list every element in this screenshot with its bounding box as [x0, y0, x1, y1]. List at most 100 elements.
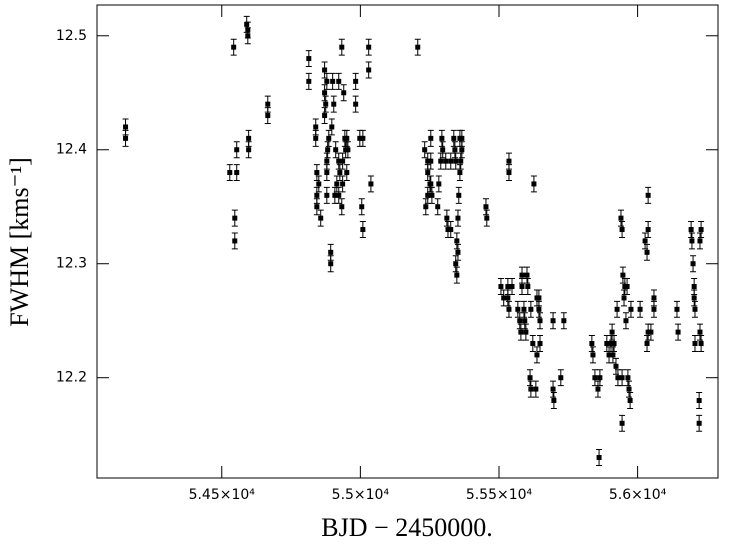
data-point	[674, 306, 680, 312]
data-point	[453, 158, 459, 164]
data-point	[428, 158, 434, 164]
data-point	[322, 90, 328, 96]
data-point	[551, 397, 557, 403]
data-point	[328, 249, 334, 255]
data-point	[696, 420, 702, 426]
data-point	[322, 67, 328, 73]
data-point	[324, 78, 330, 84]
data-point	[592, 375, 598, 381]
data-point	[483, 204, 489, 210]
data-point	[314, 204, 320, 210]
data-point	[498, 284, 504, 290]
data-point	[644, 249, 650, 255]
data-point	[456, 192, 462, 198]
data-point	[625, 375, 631, 381]
data-point	[232, 238, 238, 244]
data-point	[314, 192, 320, 198]
data-point	[458, 158, 464, 164]
data-point	[336, 158, 342, 164]
data-point	[609, 329, 615, 335]
data-point	[455, 249, 461, 255]
data-point	[619, 420, 625, 426]
data-point	[614, 306, 620, 312]
data-point	[330, 78, 336, 84]
data-point	[618, 215, 624, 221]
data-point	[366, 44, 372, 50]
data-point	[245, 33, 251, 39]
data-point	[536, 306, 542, 312]
data-point	[537, 318, 543, 324]
data-point	[322, 113, 328, 119]
data-point	[604, 341, 610, 347]
data-point	[689, 238, 695, 244]
data-point	[608, 341, 614, 347]
data-point	[439, 135, 445, 141]
data-point	[698, 227, 704, 233]
data-point	[344, 135, 350, 141]
data-point	[334, 181, 340, 187]
data-point	[619, 375, 625, 381]
x-tick-label: 5.6×10⁴	[609, 487, 667, 503]
data-point	[537, 341, 543, 347]
data-point	[691, 295, 697, 301]
data-point	[324, 192, 330, 198]
y-axis-label: FWHM [kms⁻¹]	[5, 157, 34, 327]
data-point	[326, 135, 332, 141]
data-point	[353, 101, 359, 107]
data-point	[515, 306, 521, 312]
data-point	[429, 192, 435, 198]
data-point	[422, 147, 428, 153]
data-point	[366, 67, 372, 73]
data-point	[340, 158, 346, 164]
data-point	[690, 261, 696, 267]
data-point	[505, 284, 511, 290]
data-point	[645, 227, 651, 233]
data-point	[484, 215, 490, 221]
plot-frame	[96, 4, 719, 479]
data-point	[333, 147, 339, 153]
data-point	[644, 341, 650, 347]
data-point	[505, 295, 511, 301]
data-point	[519, 284, 525, 290]
data-point	[561, 318, 567, 324]
data-point	[536, 295, 542, 301]
data-point	[628, 306, 634, 312]
data-point	[332, 192, 338, 198]
data-point	[509, 284, 515, 290]
data-point	[345, 147, 351, 153]
data-point	[518, 329, 524, 335]
data-point	[615, 375, 621, 381]
data-point	[623, 318, 629, 324]
data-point	[534, 352, 540, 358]
data-point	[691, 284, 697, 290]
data-point	[589, 341, 595, 347]
data-point	[453, 261, 459, 267]
data-point	[328, 261, 334, 267]
data-point	[440, 147, 446, 153]
data-point	[459, 147, 465, 153]
data-point	[619, 227, 625, 233]
data-point	[246, 147, 252, 153]
data-point	[610, 352, 616, 358]
data-point	[445, 227, 451, 233]
data-point	[231, 44, 237, 50]
data-point	[435, 204, 441, 210]
data-point	[339, 44, 345, 50]
data-point	[325, 147, 331, 153]
data-point	[558, 375, 564, 381]
data-point	[595, 386, 601, 392]
x-tick-label: 5.45×10⁴	[189, 487, 256, 503]
data-point	[533, 386, 539, 392]
data-point	[452, 147, 458, 153]
data-point	[344, 170, 350, 176]
data-point	[353, 78, 359, 84]
data-point	[506, 158, 512, 164]
data-point	[443, 158, 449, 164]
data-point	[627, 397, 633, 403]
data-point	[606, 352, 612, 358]
data-point	[459, 135, 465, 141]
data-point	[436, 181, 442, 187]
data-point	[651, 295, 657, 301]
data-point	[428, 135, 434, 141]
